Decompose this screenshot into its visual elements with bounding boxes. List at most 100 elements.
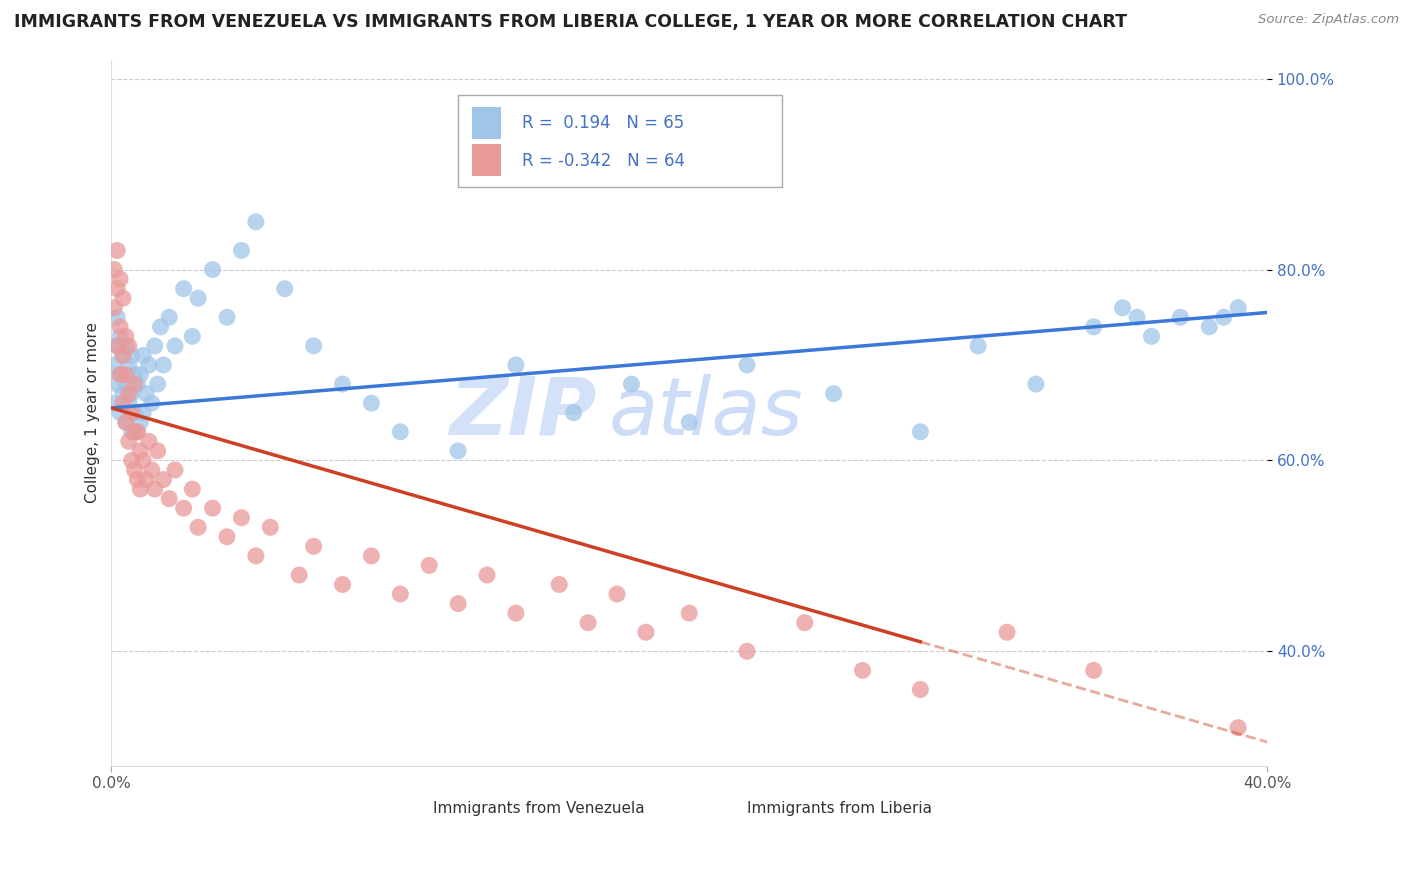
Text: atlas: atlas [609,374,803,451]
Point [115,339,138,353]
Point [576,615,599,630]
Point [302,539,325,553]
Point [1140,329,1163,343]
Point [447,443,470,458]
Point [215,530,238,544]
Point [111,386,134,401]
Point [163,463,186,477]
Point [1083,319,1105,334]
Point [105,310,128,325]
Text: Immigrants from Venezuela: Immigrants from Venezuela [433,801,645,815]
Point [505,358,527,372]
Point [129,368,152,382]
Point [389,587,412,601]
Bar [709,799,734,819]
Point [141,463,163,477]
Point [173,282,195,296]
Point [1198,319,1220,334]
Point [173,501,195,516]
Point [187,291,209,305]
Point [181,482,204,496]
Point [1212,310,1234,325]
Point [111,348,134,362]
Point [127,473,149,487]
Point [606,587,628,601]
Point [910,682,932,697]
Point [124,463,146,477]
Point [118,358,141,372]
Point [143,482,166,496]
Text: Source: ZipAtlas.com: Source: ZipAtlas.com [1258,13,1399,27]
Point [274,282,297,296]
Point [360,396,382,410]
Point [135,473,157,487]
Point [389,425,412,439]
Point [620,377,643,392]
Point [115,377,138,392]
Point [127,425,149,439]
Point [678,606,700,620]
Point [418,558,440,573]
Point [118,386,141,401]
Point [1227,301,1250,315]
Point [1083,664,1105,678]
Text: R = -0.342   N = 64: R = -0.342 N = 64 [522,152,685,169]
Point [121,453,143,467]
Point [103,301,125,315]
Point [288,568,311,582]
Point [1227,721,1250,735]
Point [108,319,131,334]
Text: IMMIGRANTS FROM VENEZUELA VS IMMIGRANTS FROM LIBERIA COLLEGE, 1 YEAR OR MORE COR: IMMIGRANTS FROM VENEZUELA VS IMMIGRANTS … [14,13,1128,31]
Point [1025,377,1047,392]
Point [245,215,267,229]
Point [135,386,157,401]
FancyBboxPatch shape [458,95,782,186]
Point [152,358,174,372]
Point [793,615,815,630]
Point [475,568,498,582]
Bar [472,107,501,138]
Point [138,358,160,372]
Point [141,396,163,410]
Point [124,406,146,420]
Point [105,244,128,258]
Point [302,339,325,353]
Point [105,339,128,353]
Point [132,406,155,420]
Point [103,396,125,410]
Point [129,443,152,458]
Point [118,434,141,449]
Point [124,368,146,382]
Point [108,329,131,343]
Point [105,377,128,392]
Point [105,339,128,353]
Point [231,510,253,524]
Point [111,396,134,410]
Point [562,406,585,420]
Point [115,415,138,429]
Bar [472,145,501,176]
Point [201,262,224,277]
Point [995,625,1018,640]
Point [259,520,281,534]
Point [115,368,138,382]
Point [181,329,204,343]
Point [634,625,657,640]
Point [103,358,125,372]
Point [121,406,143,420]
Point [143,339,166,353]
Point [231,244,253,258]
Point [105,282,128,296]
Point [103,262,125,277]
Point [910,425,932,439]
Point [823,386,845,401]
Point [121,348,143,362]
Point [149,319,172,334]
Point [157,310,180,325]
Point [245,549,267,563]
Point [505,606,527,620]
Point [548,577,571,591]
Point [118,396,141,410]
Point [152,473,174,487]
Point [108,368,131,382]
